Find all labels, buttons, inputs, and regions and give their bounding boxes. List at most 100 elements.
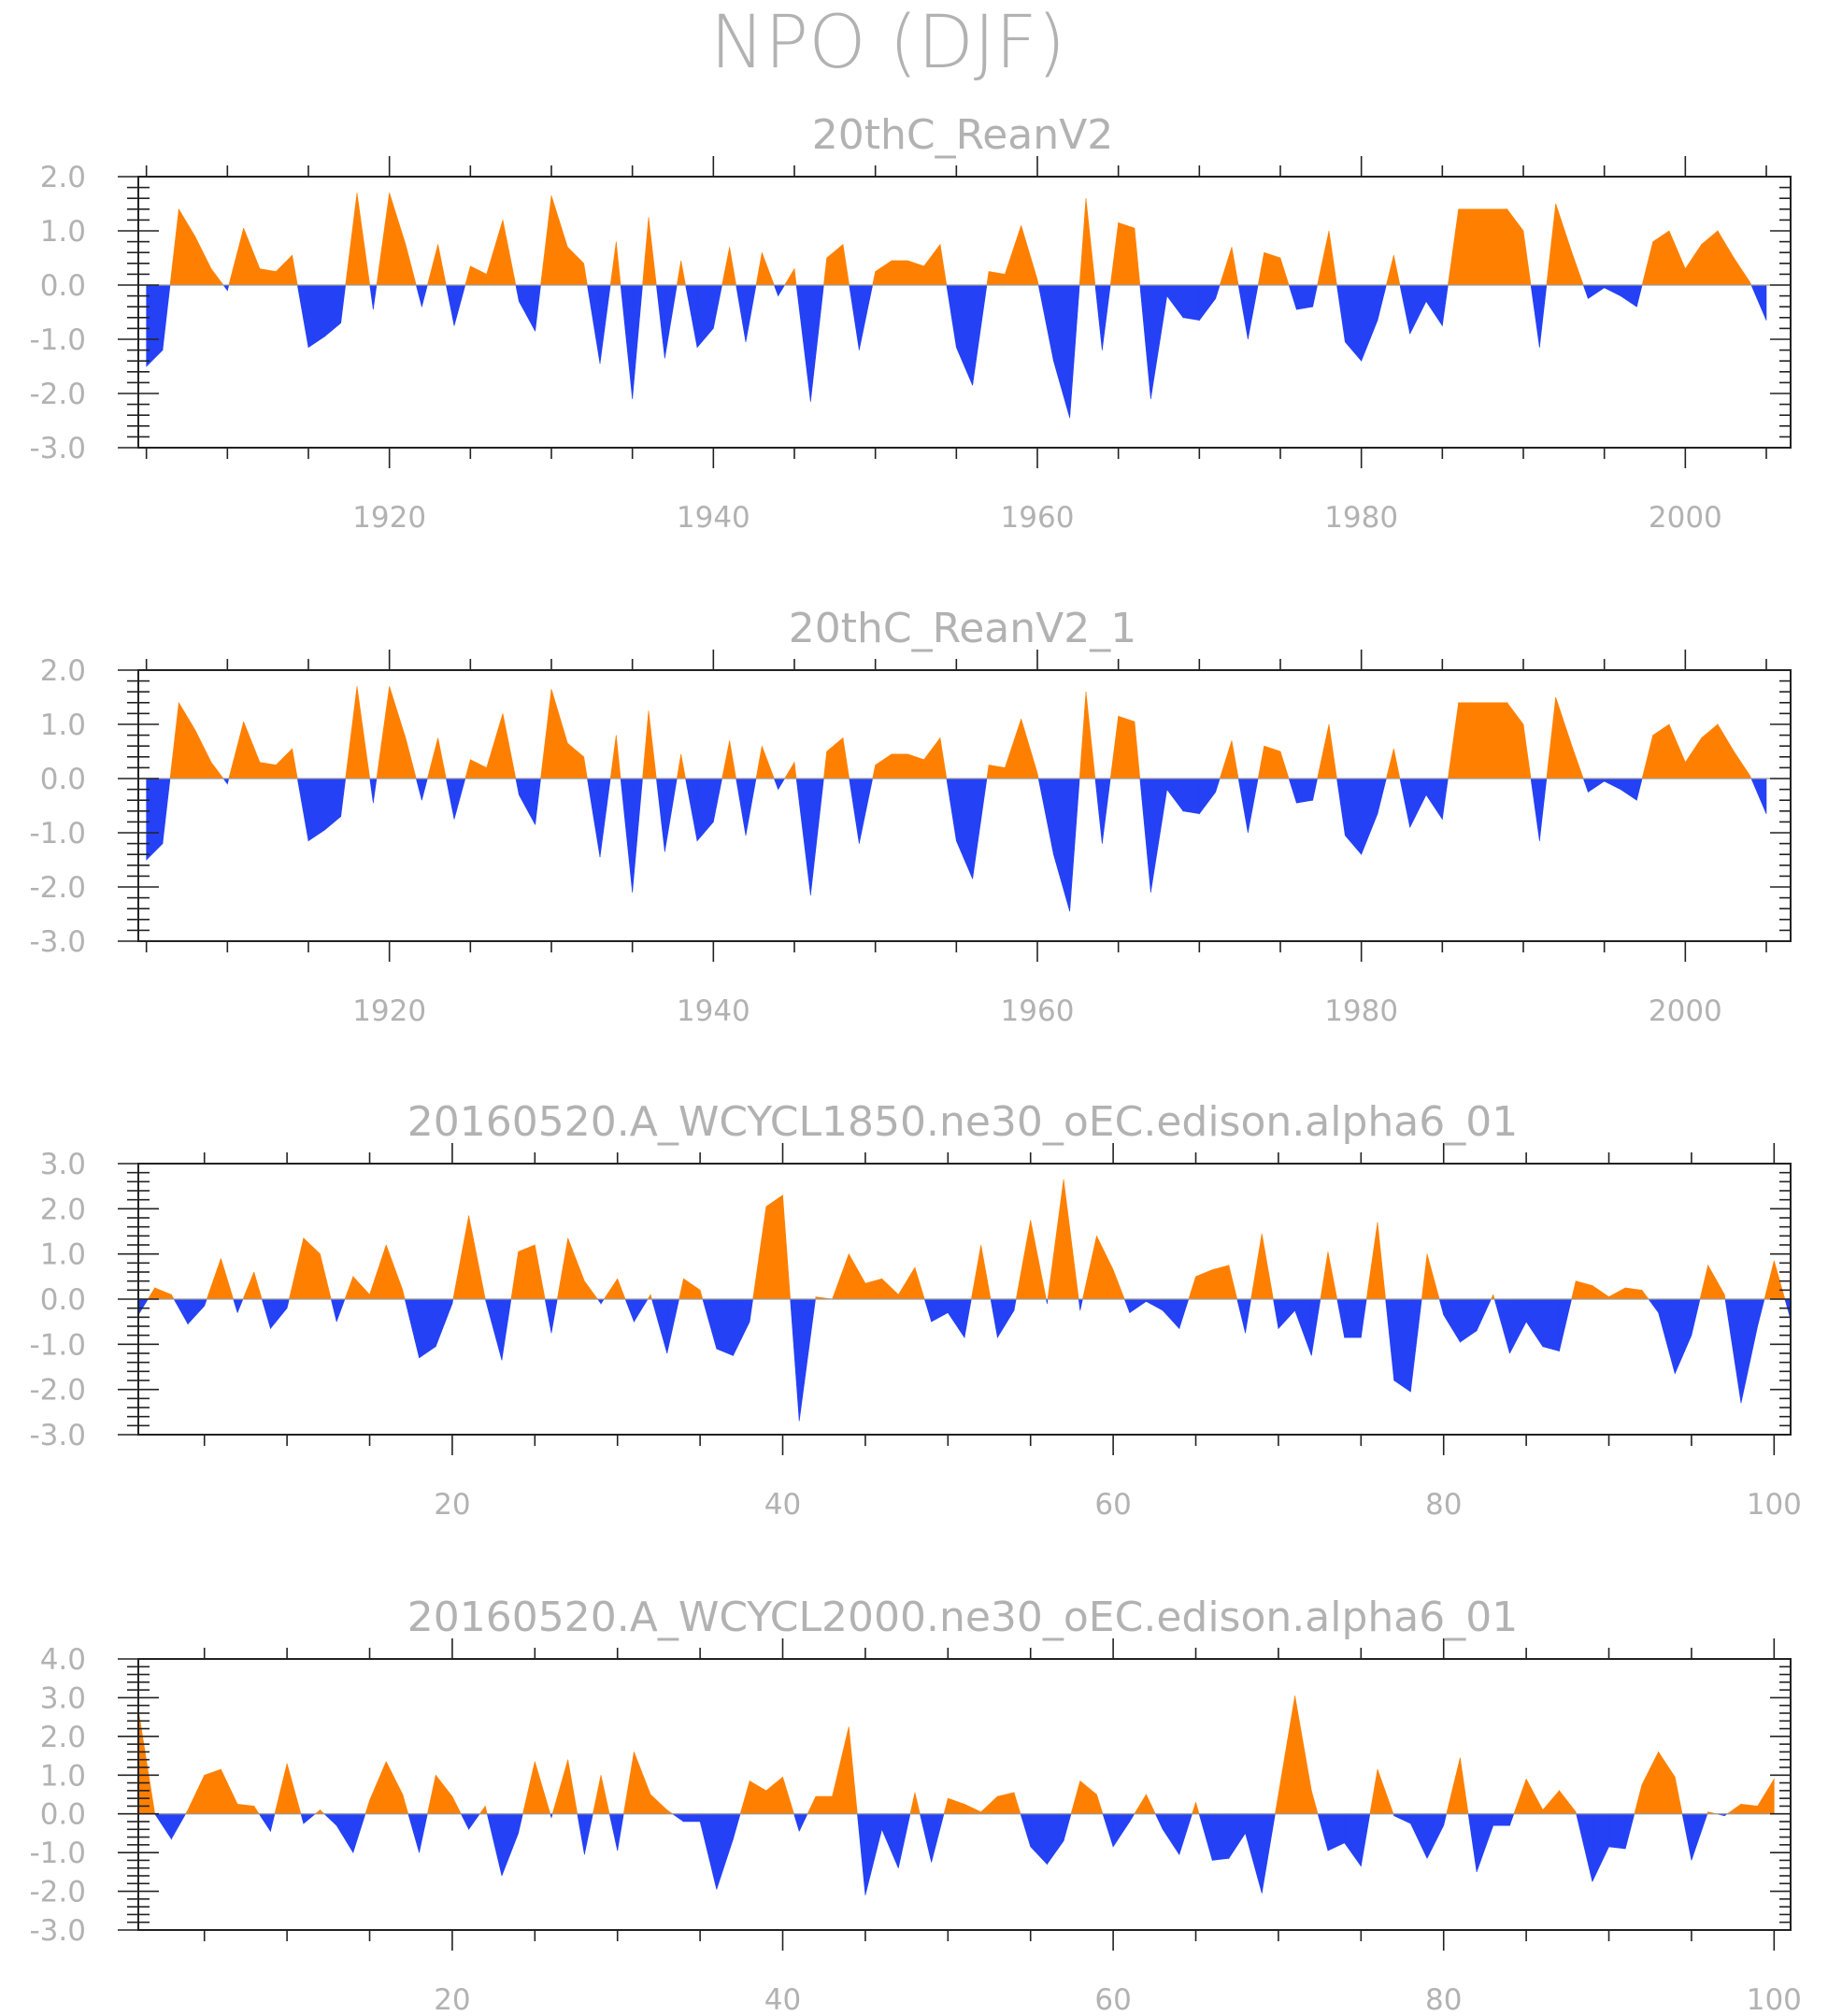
negative-area bbox=[793, 1813, 800, 1832]
x-tick-label: 20 bbox=[434, 1488, 470, 1522]
negative-area bbox=[964, 1298, 972, 1338]
negative-area bbox=[651, 1298, 668, 1354]
negative-area bbox=[810, 778, 824, 895]
positive-area bbox=[729, 247, 736, 286]
negative-area bbox=[1442, 284, 1449, 326]
positive-area bbox=[1491, 208, 1507, 286]
positive-area bbox=[364, 1800, 370, 1815]
positive-area bbox=[376, 193, 390, 286]
positive-area bbox=[320, 1809, 325, 1815]
positive-area bbox=[1542, 1790, 1560, 1815]
positive-area bbox=[642, 710, 650, 779]
negative-area bbox=[596, 1298, 602, 1305]
positive-area bbox=[1327, 1251, 1338, 1300]
positive-area bbox=[1734, 257, 1750, 286]
positive-area bbox=[680, 260, 686, 286]
negative-area bbox=[795, 778, 811, 895]
positive-area bbox=[1522, 230, 1532, 286]
positive-area bbox=[1079, 1780, 1097, 1815]
negative-area bbox=[1294, 1298, 1312, 1356]
negative-area bbox=[1317, 1813, 1329, 1852]
positive-area bbox=[1460, 1757, 1469, 1815]
negative-area bbox=[222, 778, 228, 785]
y-tick-label: 2.0 bbox=[40, 1721, 86, 1754]
negative-area bbox=[435, 1298, 453, 1347]
positive-area bbox=[939, 737, 948, 779]
positive-area bbox=[680, 753, 686, 779]
negative-area bbox=[735, 778, 747, 836]
negative-area bbox=[1199, 778, 1216, 815]
negative-area bbox=[1493, 1298, 1510, 1354]
positive-area bbox=[274, 1763, 288, 1815]
negative-area bbox=[501, 1813, 519, 1877]
x-tick-label: 1960 bbox=[1001, 501, 1075, 535]
positive-area bbox=[793, 268, 797, 286]
negative-area bbox=[1344, 1298, 1362, 1338]
positive-area bbox=[897, 1266, 916, 1300]
negative-area bbox=[307, 284, 325, 349]
positive-area bbox=[881, 1278, 899, 1300]
positive-area bbox=[988, 765, 1006, 779]
negative-area bbox=[1248, 284, 1259, 340]
negative-area bbox=[599, 284, 611, 365]
negative-area bbox=[946, 778, 957, 841]
negative-area bbox=[1620, 778, 1637, 801]
positive-area bbox=[1036, 279, 1039, 286]
positive-area bbox=[194, 236, 212, 286]
negative-area bbox=[468, 1813, 480, 1831]
negative-area bbox=[1278, 1298, 1295, 1330]
negative-area bbox=[460, 1813, 469, 1830]
positive-area bbox=[385, 1761, 404, 1815]
negative-area bbox=[544, 1298, 552, 1334]
x-tick-label: 60 bbox=[1094, 1983, 1131, 2016]
positive-area bbox=[864, 1278, 882, 1300]
positive-area bbox=[356, 193, 371, 286]
positive-area bbox=[289, 1237, 305, 1300]
positive-area bbox=[1717, 722, 1735, 779]
negative-area bbox=[1237, 284, 1249, 340]
positive-area bbox=[210, 761, 224, 779]
plot-frame bbox=[137, 176, 1792, 449]
negative-area bbox=[716, 1298, 734, 1356]
negative-area bbox=[1582, 778, 1589, 793]
positive-area bbox=[647, 1294, 651, 1300]
x-tick-label: 1920 bbox=[352, 994, 426, 1028]
positive-area bbox=[169, 702, 179, 779]
negative-area bbox=[881, 1813, 899, 1868]
negative-area bbox=[632, 778, 643, 893]
positive-area bbox=[502, 220, 517, 286]
negative-area bbox=[1069, 778, 1080, 912]
negative-area bbox=[859, 778, 874, 844]
negative-area bbox=[323, 1813, 337, 1826]
panel-title: 20thC_ReanV2_1 bbox=[789, 605, 1136, 652]
negative-area bbox=[1525, 1298, 1544, 1348]
negative-area bbox=[990, 1298, 998, 1338]
positive-area bbox=[832, 1253, 850, 1300]
negative-area bbox=[373, 284, 378, 310]
positive-area bbox=[683, 1278, 701, 1300]
positive-area bbox=[872, 271, 876, 286]
positive-area bbox=[1275, 1794, 1279, 1815]
negative-area bbox=[415, 284, 422, 307]
negative-area bbox=[1198, 1813, 1213, 1861]
x-tick-label: 40 bbox=[764, 1983, 801, 2016]
positive-area bbox=[1231, 247, 1239, 286]
negative-area bbox=[419, 1813, 428, 1853]
positive-area bbox=[452, 1215, 469, 1300]
negative-area bbox=[1681, 1813, 1692, 1861]
positive-area bbox=[1192, 1802, 1196, 1815]
positive-area bbox=[1109, 222, 1119, 286]
positive-area bbox=[875, 260, 893, 286]
negative-area bbox=[419, 1298, 436, 1359]
negative-area bbox=[1123, 1298, 1131, 1313]
positive-area bbox=[832, 1726, 850, 1815]
positive-area bbox=[486, 713, 504, 779]
positive-area bbox=[676, 753, 681, 779]
positive-area bbox=[1317, 723, 1330, 779]
positive-area bbox=[1219, 740, 1233, 779]
positive-area bbox=[427, 1775, 436, 1815]
negative-area bbox=[369, 284, 374, 310]
negative-area bbox=[1336, 1298, 1345, 1338]
positive-area bbox=[782, 1777, 794, 1815]
positive-area bbox=[470, 265, 487, 286]
